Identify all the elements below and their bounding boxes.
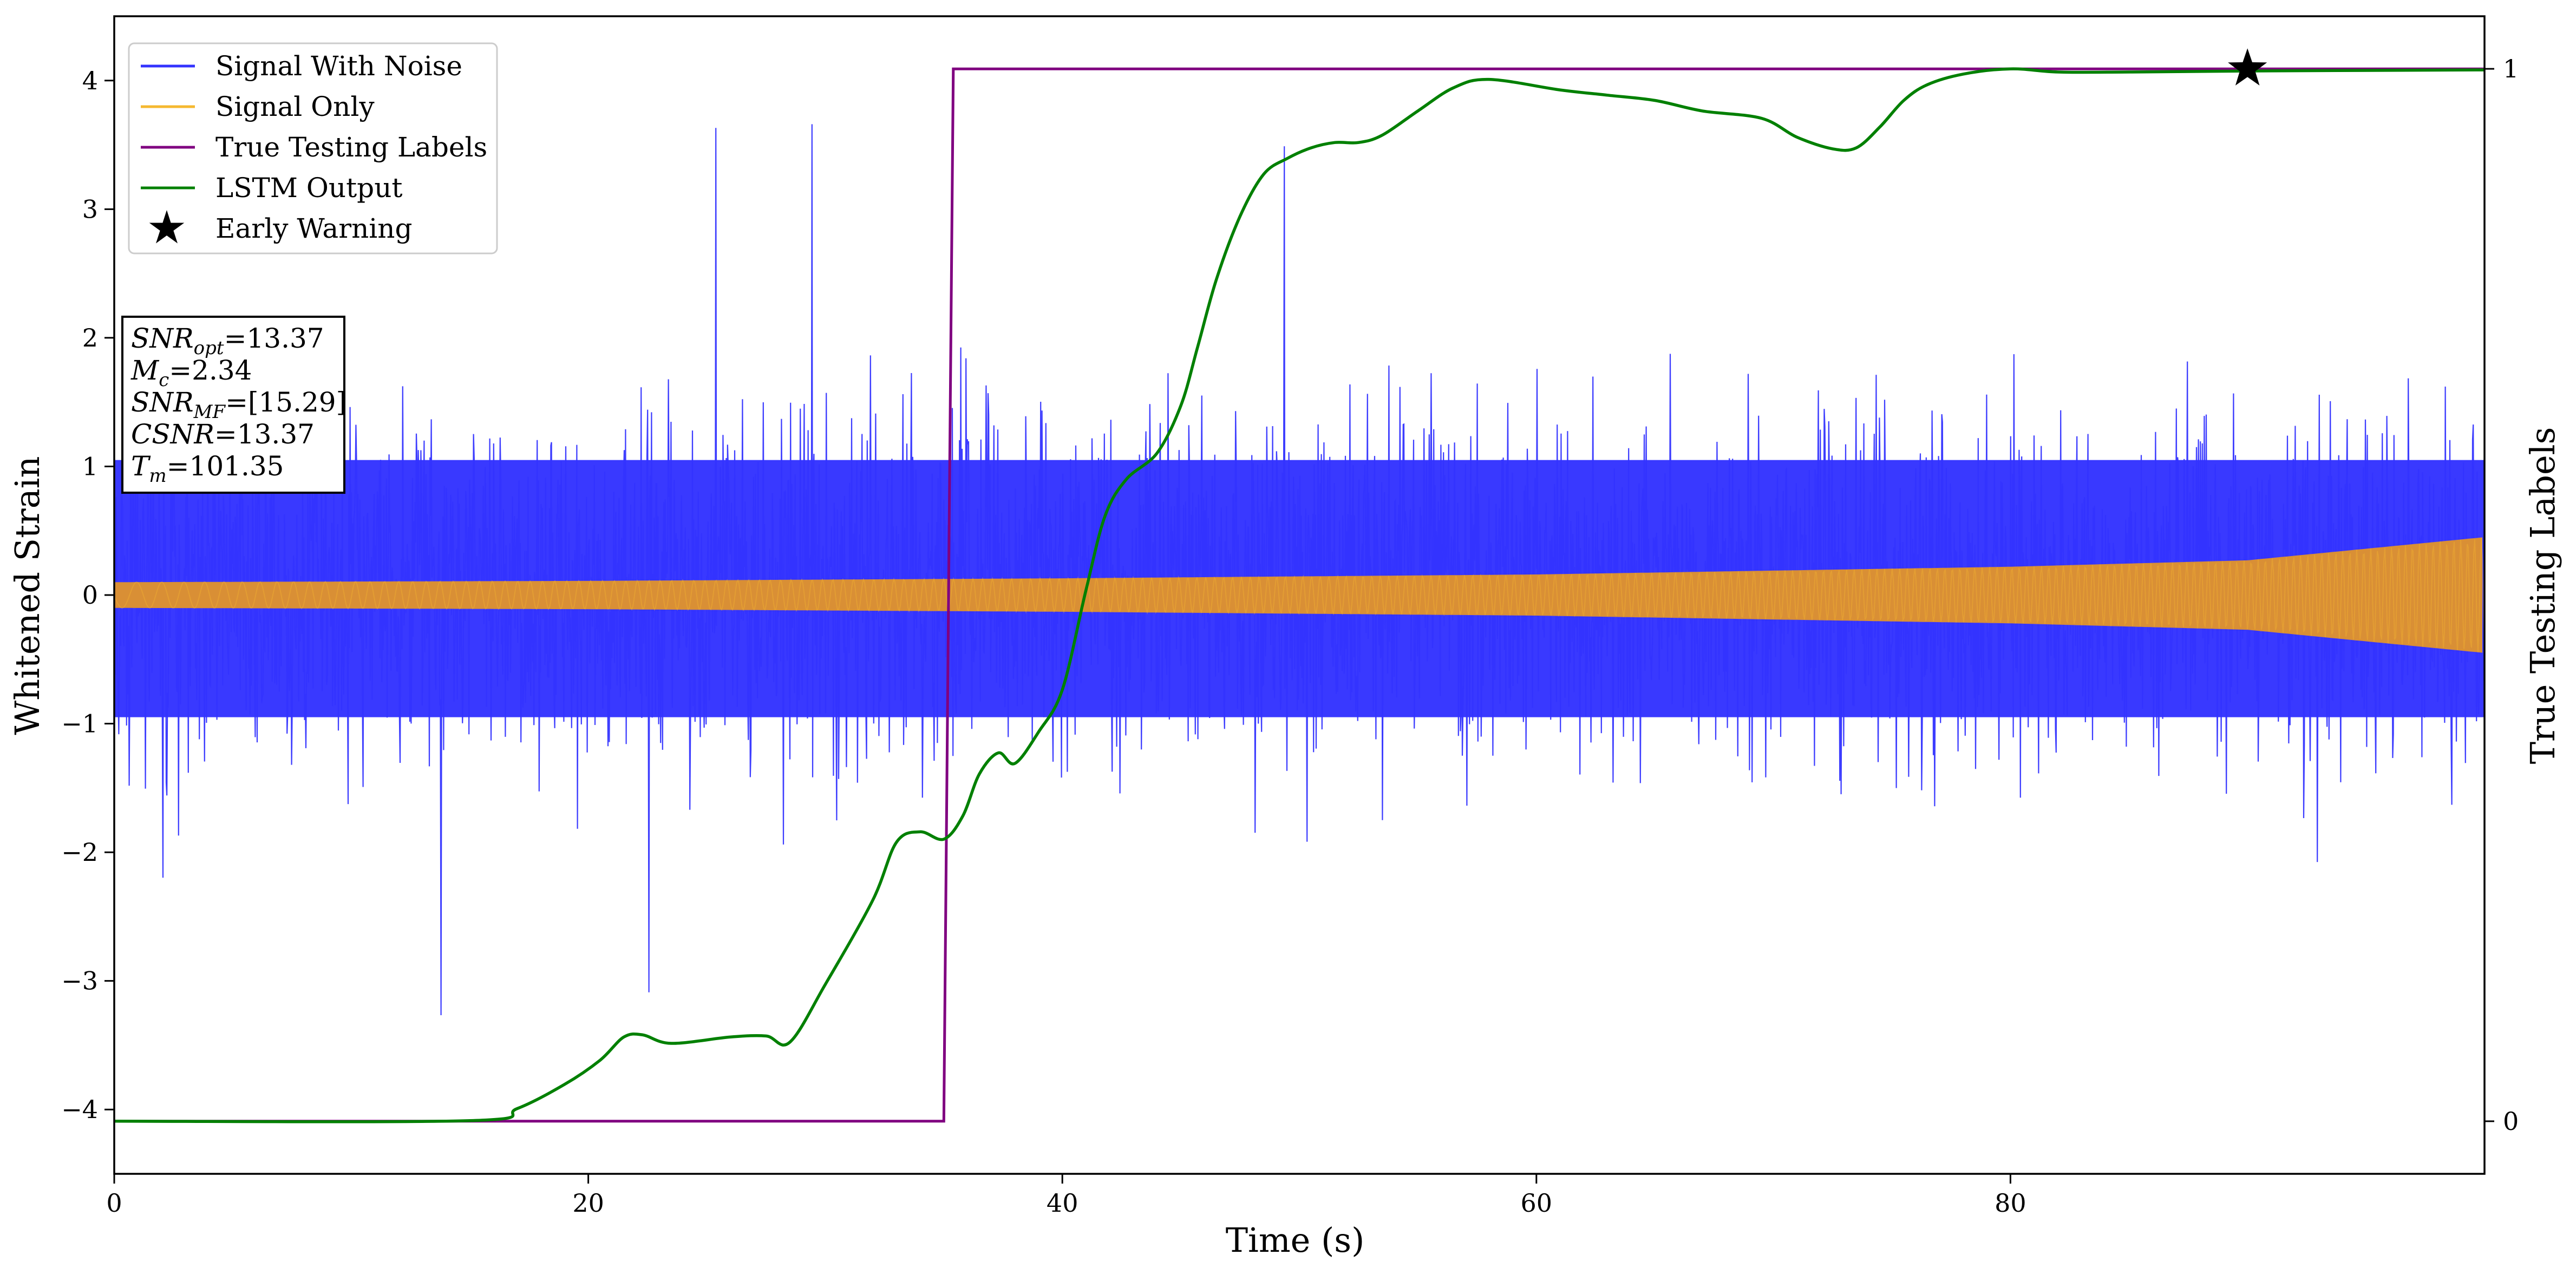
y-left-tick-label: −3	[61, 966, 98, 996]
signal-only-line	[114, 538, 2485, 652]
legend-box	[128, 42, 498, 254]
legend-label: LSTM Output	[215, 172, 402, 204]
y-axis-right-title: True Testing Labels	[2523, 427, 2562, 765]
lstm-output-series	[114, 67, 2485, 1123]
info-line: SNRopt=13.37	[131, 323, 324, 359]
info-line: CSNR=13.37	[131, 419, 315, 450]
y-axis-right: 01	[2485, 54, 2519, 1136]
true-testing-labels-line	[114, 67, 2485, 1123]
legend-item: Signal With Noise	[141, 50, 462, 82]
x-tick-label: 0	[106, 1188, 122, 1218]
info-line: Mc=2.34	[130, 355, 252, 391]
info-box: SNRopt=13.37Mc=2.34SNRMF=[15.29]CSNR=13.…	[121, 316, 346, 494]
legend-star-swatch	[149, 210, 185, 244]
y-left-tick-label: 1	[82, 452, 98, 481]
signal-only-envelope	[114, 537, 2482, 653]
legend-label: True Testing Labels	[215, 132, 487, 163]
x-tick-label: 40	[1047, 1188, 1078, 1218]
true-testing-labels-series	[114, 67, 2485, 1123]
info-line: SNRMF=[15.29]	[131, 387, 346, 423]
legend-label: Signal With Noise	[215, 50, 462, 82]
y-left-tick-label: −2	[61, 838, 98, 867]
y-left-tick-label: 3	[82, 194, 98, 224]
y-right-tick-label: 1	[2503, 54, 2519, 83]
early-warning-series	[2228, 48, 2267, 86]
x-tick-label: 80	[1995, 1188, 2026, 1218]
y-left-tick-label: −4	[61, 1095, 98, 1124]
y-right-tick-label: 0	[2503, 1107, 2519, 1136]
legend: Signal With Noise Signal Only True Testing…	[128, 42, 498, 254]
legend-item: LSTM Output	[141, 172, 402, 204]
signal-only-series	[114, 537, 2485, 653]
early-warning-marker	[2228, 48, 2267, 86]
x-tick-label: 60	[1521, 1188, 1553, 1218]
legend-item: Early Warning	[149, 210, 413, 244]
x-tick-label: 20	[572, 1188, 604, 1218]
legend-item: True Testing Labels	[141, 132, 487, 163]
y-left-tick-label: 4	[82, 66, 98, 95]
y-left-tick-label: 2	[82, 323, 98, 352]
y-left-tick-label: 0	[82, 580, 98, 610]
legend-label: Signal Only	[215, 91, 375, 122]
x-axis: 0 20 40 60 80	[106, 1174, 2026, 1218]
info-box-frame	[121, 316, 345, 494]
info-line: Tm=101.35	[131, 450, 284, 487]
legend-item: Signal Only	[141, 91, 375, 122]
y-left-tick-label: −1	[61, 709, 98, 739]
y-axis-left: −4 −3 −2 −1 0 1 2 3 4	[61, 66, 114, 1124]
lstm-output-line	[114, 67, 2485, 1123]
legend-label: Early Warning	[215, 213, 413, 244]
y-axis-left-title: Whitened Strain	[8, 456, 47, 735]
x-axis-title: Time (s)	[1226, 1220, 1365, 1260]
